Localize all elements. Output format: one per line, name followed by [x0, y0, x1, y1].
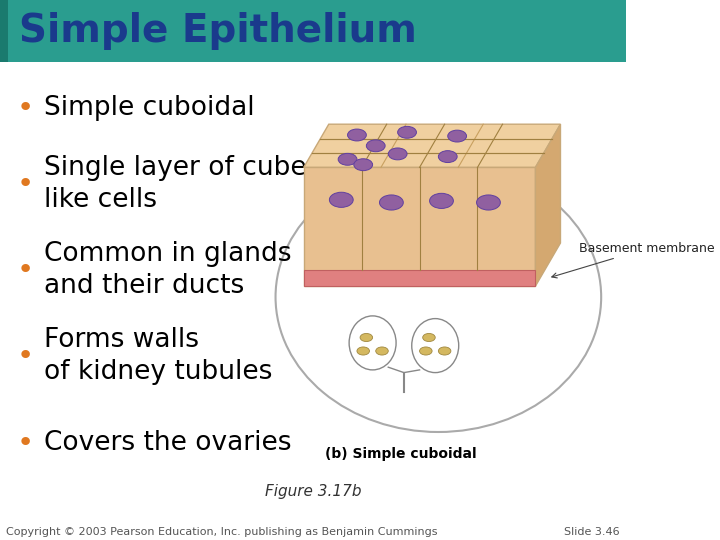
- Text: Copyright © 2003 Pearson Education, Inc. publishing as Benjamin Cummings: Copyright © 2003 Pearson Education, Inc.…: [6, 527, 438, 537]
- Text: •: •: [17, 429, 34, 457]
- Text: (b) Simple cuboidal: (b) Simple cuboidal: [325, 447, 477, 461]
- Text: Simple Epithelium: Simple Epithelium: [19, 12, 417, 50]
- Ellipse shape: [423, 333, 435, 342]
- Text: •: •: [17, 170, 34, 198]
- Text: Basement membrane: Basement membrane: [552, 242, 715, 278]
- Text: Simple cuboidal: Simple cuboidal: [44, 95, 254, 121]
- Ellipse shape: [430, 193, 454, 208]
- Polygon shape: [304, 270, 536, 286]
- Ellipse shape: [276, 162, 601, 432]
- Ellipse shape: [348, 129, 366, 141]
- Text: •: •: [17, 342, 34, 370]
- Text: •: •: [17, 256, 34, 284]
- Text: Common in glands
and their ducts: Common in glands and their ducts: [44, 241, 292, 299]
- Ellipse shape: [360, 333, 373, 342]
- Ellipse shape: [329, 192, 354, 207]
- Ellipse shape: [420, 347, 432, 355]
- Ellipse shape: [397, 126, 416, 138]
- Ellipse shape: [438, 151, 457, 163]
- Polygon shape: [304, 124, 560, 167]
- Text: Figure 3.17b: Figure 3.17b: [265, 484, 361, 499]
- Text: Forms walls
of kidney tubules: Forms walls of kidney tubules: [44, 327, 272, 386]
- Ellipse shape: [448, 130, 467, 142]
- Ellipse shape: [477, 195, 500, 210]
- Ellipse shape: [438, 347, 451, 355]
- Ellipse shape: [412, 319, 459, 373]
- Ellipse shape: [357, 347, 369, 355]
- Ellipse shape: [376, 347, 388, 355]
- Ellipse shape: [349, 316, 396, 370]
- Ellipse shape: [366, 140, 385, 152]
- Ellipse shape: [388, 148, 407, 160]
- Text: •: •: [17, 94, 34, 122]
- Polygon shape: [536, 124, 560, 286]
- Text: Single layer of cube-
like cells: Single layer of cube- like cells: [44, 154, 316, 213]
- Ellipse shape: [338, 153, 357, 165]
- Text: Covers the ovaries: Covers the ovaries: [44, 430, 292, 456]
- Text: Slide 3.46: Slide 3.46: [564, 527, 620, 537]
- FancyBboxPatch shape: [0, 0, 7, 62]
- Ellipse shape: [354, 159, 373, 171]
- Ellipse shape: [379, 195, 403, 210]
- FancyBboxPatch shape: [0, 0, 626, 62]
- Polygon shape: [304, 167, 536, 286]
